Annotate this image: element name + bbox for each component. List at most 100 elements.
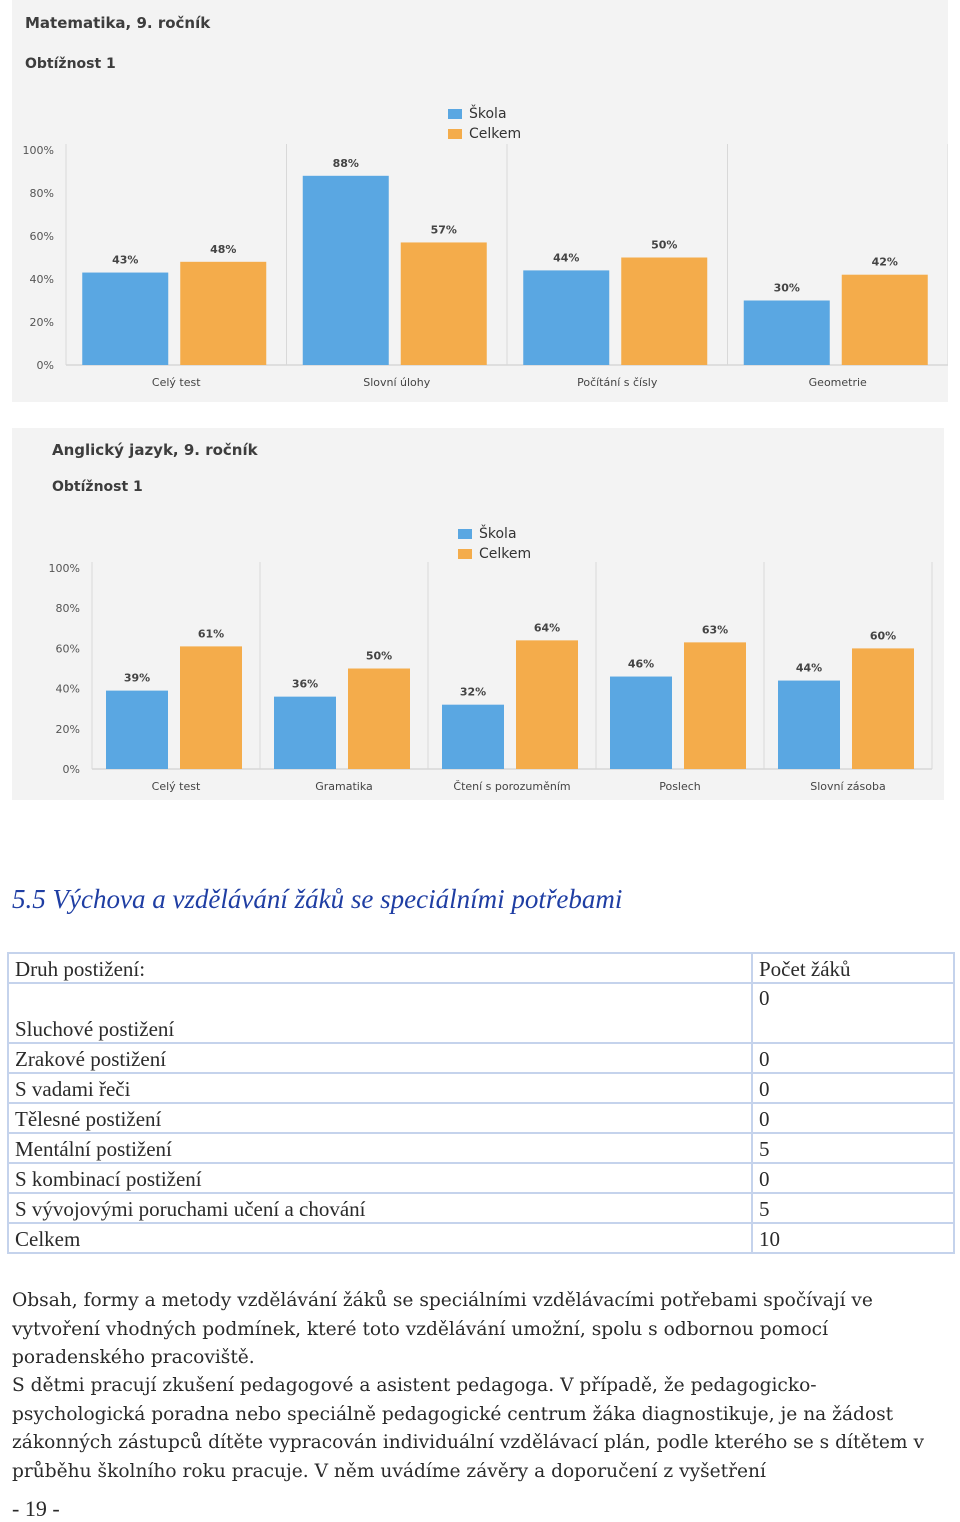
legend-swatch-celkem [458,549,472,559]
table-cell-label: Mentální postižení [7,1132,753,1164]
table-row: Sluchové postižení 0 [7,982,955,1044]
y-tick-label: 80% [30,187,54,200]
table-cell-label: S vadami řeči [7,1072,753,1104]
y-tick-label: 100% [49,562,80,575]
bar-celkem [621,257,708,365]
data-label: 39% [124,672,150,685]
bar-celkem [684,642,746,769]
english-chart-plot: 0% 20% 40% 60% 80% 100% 39% 61% Celý test 36% 50% G… [49,562,933,793]
english-chart-title: Anglický jazyk, 9. ročník [52,441,258,459]
legend-item-skola: Škola [448,104,521,124]
data-label: 46% [628,658,654,671]
x-tick-label: Slovní úlohy [363,376,431,389]
section-heading: 5.5 Výchova a vzdělávání žáků se speciál… [12,884,623,914]
table-cell-label: S vývojovými poruchami učení a chování [7,1192,753,1224]
bar-celkem [841,274,928,365]
bar-celkem [400,242,487,365]
data-label: 57% [431,223,457,236]
legend-label-skola: Škola [469,106,507,122]
table-header-count: Počet žáků [751,952,955,984]
table-cell-label: Sluchové postižení [7,982,753,1044]
bar-skola [523,270,610,365]
legend-label-celkem: Celkem [479,546,532,562]
y-tick-label: 20% [56,723,80,736]
legend-swatch-skola [458,529,472,539]
bar-skola [743,300,830,365]
bar-celkem [516,640,578,769]
english-chart-panel: Anglický jazyk, 9. ročník Obtížnost 1 Šk… [12,428,944,800]
data-label: 44% [796,662,822,675]
data-label: 43% [112,254,138,267]
y-tick-label: 60% [30,230,54,243]
table-row: S vývojovými poruchami učení a chování 5 [7,1192,955,1224]
x-tick-label: Slovní zásoba [810,780,886,793]
table-row: Tělesné postižení 0 [7,1102,955,1134]
y-tick-label: 40% [30,273,54,286]
table-cell-count: 10 [751,1222,955,1254]
math-chart-plot: 0% 20% 40% 60% 80% 100% 43% 48% Celý test 88% 57% S… [23,144,948,389]
legend-swatch-celkem [448,129,462,139]
table-cell-label: Tělesné postižení [7,1102,753,1134]
data-label: 50% [651,239,677,252]
data-label: 36% [292,678,318,691]
bar-celkem [180,646,242,769]
x-tick-label: Poslech [659,780,701,793]
table-row: Zrakové postižení 0 [7,1042,955,1074]
paragraph-2: S dětmi pracují zkušení pedagogové a asi… [12,1375,924,1482]
page-number: - 19 - [12,1496,60,1521]
bar-skola [82,272,169,365]
data-label: 50% [366,650,392,663]
y-tick-label: 80% [56,602,80,615]
legend-label-skola: Škola [479,526,517,542]
bar-skola [274,696,336,769]
x-tick-label: Čtení s porozuměním [453,780,570,793]
data-label: 44% [553,251,579,264]
table-row-total: Celkem 10 [7,1222,955,1254]
table-cell-count: 0 [751,982,955,1044]
table-cell-label: Celkem [7,1222,753,1254]
y-tick-label: 100% [23,144,54,157]
bar-celkem [180,261,267,365]
data-label: 30% [774,282,800,295]
disability-table: Druh postižení: Počet žáků Sluchové post… [7,952,955,1254]
data-label: 63% [702,623,728,636]
x-tick-label: Počítání s čísly [577,376,658,389]
table-cell-count: 0 [751,1102,955,1134]
table-header-row: Druh postižení: Počet žáků [7,952,955,984]
table-cell-count: 0 [751,1162,955,1194]
math-chart-panel: Matematika, 9. ročník Obtížnost 1 Škola … [12,0,948,402]
data-label: 48% [210,243,236,256]
data-label: 60% [870,629,896,642]
y-tick-label: 60% [56,642,80,655]
data-label: 32% [460,686,486,699]
table-header-label: Druh postižení: [7,952,753,984]
table-cell-label: S kombinací postižení [7,1162,753,1194]
bar-skola [106,690,168,769]
bar-skola [302,175,389,365]
english-chart-subtitle: Obtížnost 1 [52,479,143,495]
legend-label-celkem: Celkem [469,126,522,142]
x-tick-label: Celý test [152,780,201,793]
table-row: Mentální postižení 5 [7,1132,955,1164]
x-tick-label: Celý test [152,376,201,389]
table-cell-count: 0 [751,1042,955,1074]
bar-celkem [852,648,914,769]
y-tick-label: 0% [37,359,54,372]
table-cell-count: 5 [751,1132,955,1164]
legend-item-celkem: Celkem [458,544,531,564]
data-label: 88% [333,157,359,170]
data-label: 64% [534,621,560,634]
bar-celkem [348,668,410,769]
legend-item-skola: Škola [458,524,531,544]
table-cell-count: 0 [751,1072,955,1104]
legend-swatch-skola [448,109,462,119]
math-chart-subtitle: Obtížnost 1 [25,56,116,72]
table-cell-count: 5 [751,1192,955,1224]
table-cell-count-value: 0 [759,986,770,1010]
bar-skola [442,704,504,769]
x-tick-label: Geometrie [809,376,867,389]
x-tick-label: Gramatika [315,780,373,793]
table-row: S vadami řeči 0 [7,1072,955,1104]
data-label: 61% [198,627,224,640]
table-cell-label: Zrakové postižení [7,1042,753,1074]
